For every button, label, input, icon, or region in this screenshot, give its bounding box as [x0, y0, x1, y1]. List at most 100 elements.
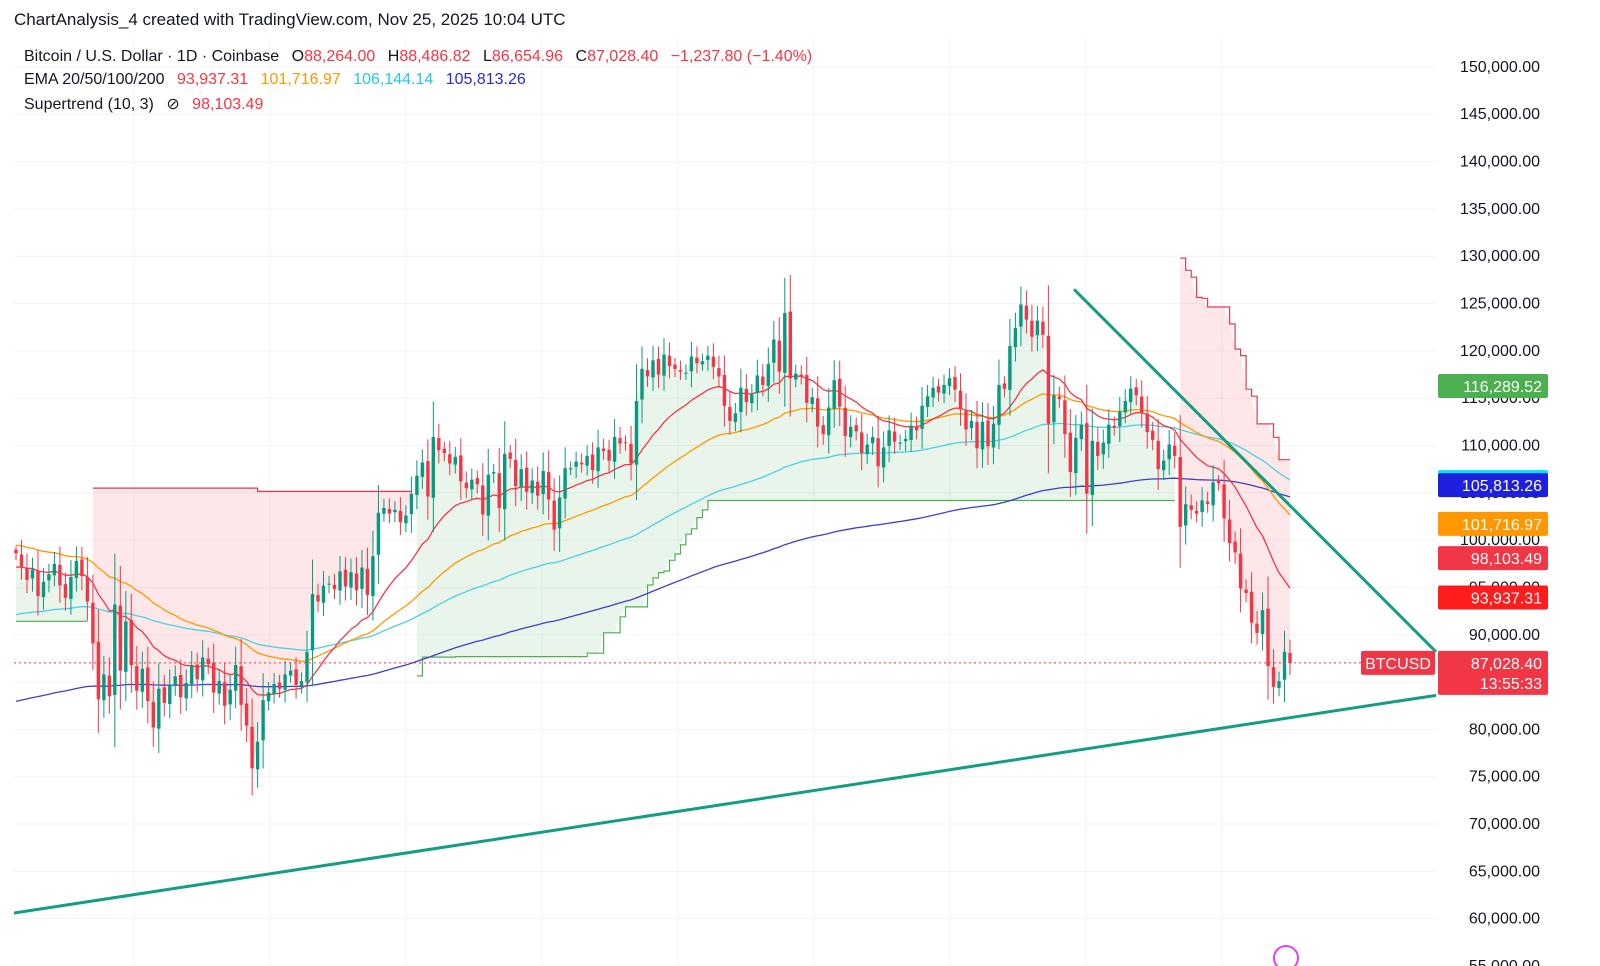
candle-body: [931, 387, 935, 398]
candle-body: [58, 564, 62, 586]
ema-legend[interactable]: EMA 20/50/100/200 93,937.31 101,716.97 1…: [24, 71, 534, 89]
candle-body: [244, 703, 249, 726]
supertrend-label[interactable]: Supertrend (10, 3): [24, 96, 154, 113]
candle-body: [667, 355, 672, 366]
ema200-line: [15, 477, 1291, 703]
candle-body: [871, 437, 875, 444]
candle-body: [536, 481, 540, 496]
candle-body: [519, 469, 523, 488]
eye-off-icon[interactable]: ⊘: [166, 96, 180, 113]
candle-body: [552, 500, 556, 530]
candle-body: [80, 559, 84, 577]
candle-body: [1222, 484, 1226, 519]
candle-body: [349, 572, 353, 588]
candle-body: [157, 688, 161, 729]
candle-body: [777, 340, 781, 372]
candle-body: [376, 512, 381, 555]
candle-body: [1068, 432, 1072, 472]
candle-body: [85, 577, 90, 602]
candle-body: [135, 666, 139, 691]
candle-body: [250, 726, 254, 769]
candle-body: [321, 585, 326, 603]
price-tick-label: 130,000.00: [1460, 248, 1540, 265]
candle-body: [678, 370, 683, 372]
candle-body: [1002, 383, 1007, 389]
candle-body: [1244, 589, 1248, 594]
price-label-badge: [1438, 374, 1548, 398]
candle-body: [63, 584, 68, 598]
ema200-value: 105,813.26: [445, 71, 526, 88]
candle-body: [541, 471, 545, 495]
candle-body: [1129, 388, 1133, 403]
candle-body: [497, 473, 501, 508]
symbol-legend[interactable]: Bitcoin / U.S. Dollar · 1D · Coinbase O8…: [24, 48, 820, 66]
candle-body: [409, 493, 414, 515]
candle-body: [1200, 500, 1204, 513]
price-tick-label: 90,000.00: [1469, 627, 1540, 644]
candle-body: [52, 563, 57, 576]
candle-body: [404, 515, 408, 524]
price-tick-label: 140,000.00: [1460, 154, 1540, 171]
candle-body: [74, 560, 79, 579]
supertrend-legend[interactable]: Supertrend (10, 3) ⊘ 98,103.49: [24, 94, 271, 114]
candle-body: [1282, 651, 1287, 680]
candle-body: [1118, 411, 1122, 427]
candle-body: [623, 442, 628, 444]
ema50-line: [15, 393, 1291, 663]
candle-body: [1123, 401, 1127, 413]
candle-body: [288, 670, 293, 676]
candle-body: [354, 573, 359, 591]
candle-body: [530, 480, 534, 493]
candle-body: [1173, 445, 1177, 456]
candle-body: [1151, 430, 1155, 440]
candle-body: [486, 474, 490, 516]
candles: [14, 274, 1292, 796]
candle-body: [821, 425, 825, 435]
candle-body: [892, 431, 897, 442]
candle-body: [1090, 440, 1094, 495]
candle-body: [914, 426, 919, 431]
candle-body: [860, 432, 864, 453]
candle-body: [272, 684, 276, 694]
price-chart[interactable]: 150,000.00 145,000.00 140,000.00 135,000.00…: [14, 38, 1586, 966]
open-value: 88,264.00: [304, 48, 376, 65]
candle-body: [557, 497, 562, 529]
candle-body: [1030, 320, 1034, 337]
candle-body: [1277, 681, 1281, 688]
candle-body: [1255, 623, 1259, 633]
candle-body: [958, 390, 963, 410]
last-price-text: 87,028.40: [1471, 656, 1542, 673]
candle-body: [234, 665, 238, 691]
candle-body: [947, 378, 952, 387]
open-label: O: [291, 48, 305, 65]
candle-body: [1134, 387, 1138, 396]
ema-label[interactable]: EMA 20/50/100/200: [24, 71, 165, 88]
candle-body: [975, 422, 979, 449]
symbol-name[interactable]: Bitcoin / U.S. Dollar · 1D · Coinbase: [24, 48, 280, 65]
candle-body: [629, 443, 633, 464]
candle-body: [1008, 346, 1012, 390]
candle-body: [146, 667, 150, 701]
candle-body: [96, 641, 101, 700]
candle-body: [1233, 541, 1237, 553]
candle-body: [1211, 482, 1215, 506]
candle-body: [332, 584, 337, 590]
price-label-badge: [1438, 473, 1548, 498]
candle-body: [1162, 460, 1166, 471]
candle-body: [909, 425, 913, 440]
chart-area[interactable]: 150,000.00 145,000.00 140,000.00 135,000.00…: [14, 38, 1586, 966]
candle-body: [1074, 437, 1078, 474]
candle-body: [470, 479, 474, 490]
candle-body: [277, 682, 282, 689]
candle-body: [596, 447, 600, 472]
candle-body: [255, 741, 260, 770]
symbol-tag-text: BTCUSD: [1365, 656, 1431, 673]
candle-body: [854, 425, 858, 432]
candle-body: [645, 370, 650, 377]
resistance-trendline: [1072, 288, 1438, 653]
price-tick-label: 100,000.00: [1460, 532, 1540, 549]
candle-body: [426, 461, 430, 497]
candle-body: [239, 666, 243, 705]
price-tick-label: 60,000.00: [1469, 911, 1540, 928]
candle-body: [14, 549, 18, 554]
